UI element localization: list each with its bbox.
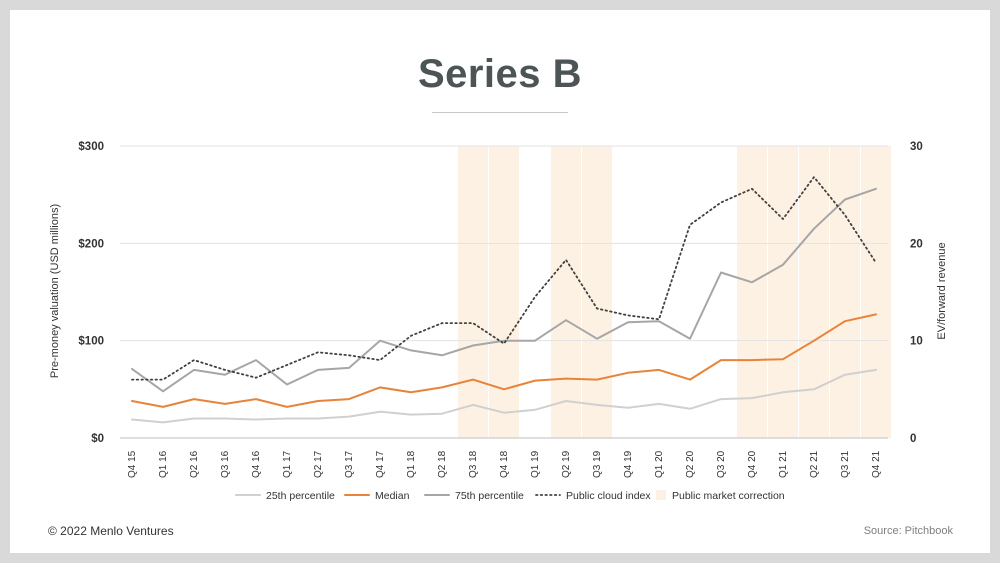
x-tick-label: Q4 21 [871,450,882,478]
y2-tick-label: 30 [910,141,923,153]
y-tick-label: $0 [91,433,104,445]
correction-band-q4-18 [489,146,519,438]
legend-label-public-market-correction: Public market correction [672,490,785,502]
series-line-median [131,313,877,408]
correction-band-q3-21 [830,146,860,438]
y-tick-label: $100 [78,336,104,348]
correction-band-q4-20 [737,146,767,438]
y-axis-label: Pre-money valuation (USD millions) [49,204,61,378]
x-tick-label: Q4 20 [747,450,758,478]
x-tick-label: Q2 21 [809,450,820,478]
left-axis-ticks: $0 $100 $200 $300 [78,141,104,445]
x-tick-label: Q3 18 [468,450,479,478]
series-lines [131,176,877,424]
y2-axis-label: EV/forward revenue [936,242,948,339]
x-tick-label: Q1 18 [406,450,417,478]
y2-tick-label: 20 [910,238,923,250]
x-tick-label: Q2 18 [437,450,448,478]
correction-band-q4-21 [861,146,891,438]
title-divider [432,112,568,113]
correction-band-q3-18 [458,146,488,438]
x-tick-label: Q1 17 [282,450,293,478]
x-tick-label: Q1 19 [530,450,541,478]
source-note: Source: Pitchbook [863,525,953,537]
y2-tick-label: 10 [910,336,923,348]
legend-label-median: Median [375,490,410,502]
x-tick-label: Q1 20 [654,450,665,478]
x-tick-label: Q3 19 [592,450,603,478]
correction-bands [458,146,891,438]
x-tick-label: Q1 16 [158,450,169,478]
y-tick-label: $200 [78,238,104,250]
x-tick-label: Q4 18 [499,450,510,478]
slide: Series B $0 $100 $200 $300 0 10 20 30 Q4 15 Q1 … [10,10,990,553]
x-tick-label: Q2 20 [685,450,696,478]
legend-label-public-cloud-index: Public cloud index [566,490,651,502]
x-tick-label: Q4 17 [375,450,386,478]
series-line-75th-percentile [131,187,877,393]
x-tick-label: Q3 21 [840,450,851,478]
x-tick-label: Q2 17 [313,450,324,478]
series-line-public-cloud-index [131,176,877,381]
copyright: © 2022 Menlo Ventures [48,524,174,538]
legend-label-25th-percentile: 25th percentile [266,490,335,502]
x-tick-label: Q4 19 [623,450,634,478]
correction-band-q1-21 [768,146,798,438]
legend-label-75th-percentile: 75th percentile [455,490,524,502]
series-b-chart: $0 $100 $200 $300 0 10 20 30 Q4 15 Q1 16 Q2 16 Q3… [49,141,948,502]
x-tick-label: Q3 16 [220,450,231,478]
legend: 25th percentile Median 75th percentile Publ… [235,490,785,502]
x-tick-label: Q4 16 [251,450,262,478]
x-tick-label: Q3 17 [344,450,355,478]
x-tick-label: Q2 16 [189,450,200,478]
x-tick-label: Q1 21 [778,450,789,478]
page-title: Series B [417,52,583,96]
x-axis-ticks: Q4 15 Q1 16 Q2 16 Q3 16 Q4 16 Q1 17 Q2 17 Q3 17… [127,450,882,478]
x-tick-label: Q2 19 [561,450,572,478]
y-tick-label: $300 [78,141,104,153]
right-axis-ticks: 0 10 20 30 [910,141,923,445]
legend-swatch-public-market-correction [656,490,666,500]
correction-band-q2-19 [551,146,581,438]
series-line-25th-percentile [131,368,877,424]
x-tick-label: Q3 20 [716,450,727,478]
y2-tick-label: 0 [910,433,916,445]
x-tick-label: Q4 15 [127,450,138,478]
